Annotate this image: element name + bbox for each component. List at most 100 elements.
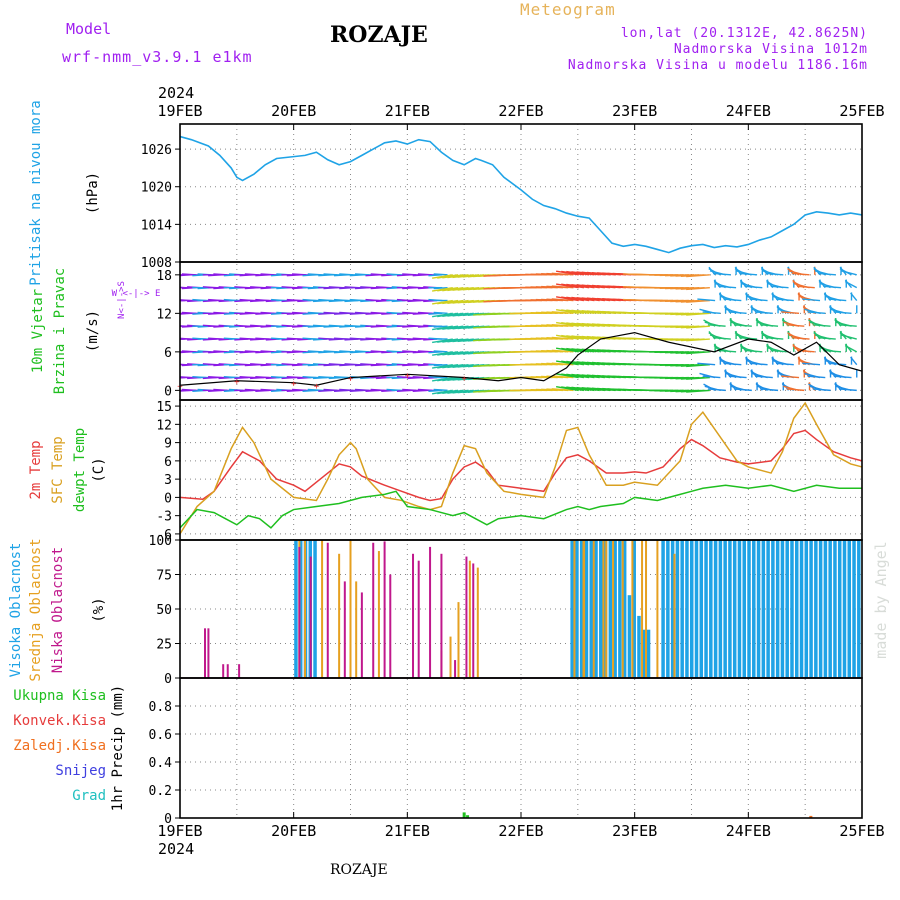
temperature-ytick-label: 9 [164,437,172,452]
wind-barb [838,324,857,327]
wind-barb [760,388,779,392]
wind-barb [702,375,721,379]
cloud-bar-low [383,541,386,678]
meteogram-label: Meteogram [520,0,616,19]
wind-barb [686,299,710,303]
cloud-bar-high [589,540,593,678]
cloud-bar-mid [321,540,324,678]
pressure-ytick-label: 1020 [141,181,172,196]
precip-legend-item: Konvek.Kisa [13,713,106,729]
wind-barb [791,336,810,340]
cloud-bar-high [584,540,589,678]
cloud-bar-high [857,540,861,678]
watermark: made by Angel [872,541,890,658]
wind-barb [713,336,731,340]
precip-bar [809,815,813,818]
wind-barb [781,311,800,315]
clouds-ytick-label: 0 [164,672,172,687]
wind-barb [180,364,181,366]
cloud-bar-high [785,540,789,678]
temp-unit: (C) [91,457,107,482]
pressure-ylabel: Pritisak na nivou mora [28,100,44,285]
cloud-bar-low [204,628,207,678]
cloud-bar-high [766,540,770,678]
wind-barb [697,298,716,302]
cloud-bar-mid [631,540,634,678]
cloud-bar-low [417,560,420,678]
cloud-bar-high [814,540,818,678]
cloud-bar-high [632,540,636,678]
wind-gust-marker: + [348,375,354,385]
cloud-bar-high [608,540,613,678]
cloud-bar-low [454,660,457,678]
cloud-bar-high [823,540,828,678]
cloud-bar-high [666,540,670,678]
cloud-bar-high [780,540,785,678]
wind-barb [686,376,710,380]
wind-barb [718,349,737,353]
wind-barb [817,336,836,340]
wind-barb [433,325,448,328]
cloud-bar-high [761,540,766,678]
cloud-bar-high [732,540,737,678]
wind-barb [744,349,763,353]
x-tick-label-bottom: 19FEB [157,822,202,840]
pressure-unit: (hPa) [85,172,101,214]
cloud-bar-high [675,540,680,678]
wind-barb [433,311,448,315]
cloud-bar-mid [573,540,576,678]
wind-barb [734,324,752,327]
cloud-bar-high [828,540,832,678]
cloud-bar-high [818,540,823,678]
wind-barb [781,375,800,379]
cloud-bar-mid [612,540,615,678]
cloud-bar-mid [355,581,358,678]
cloud-bar-high [804,540,809,678]
clouds-ytick-label: 25 [156,638,172,653]
precip-ytick-label: 0 [164,812,172,827]
wind-barb [686,274,710,278]
cloud-bar-mid [621,540,624,678]
x-tick-label-bottom: 23FEB [612,822,657,840]
wind-barb [776,362,794,366]
wind-barb [802,362,821,366]
wind-barb [791,272,810,276]
wind-ytick-label: 6 [164,346,172,361]
x-tick-label-bottom: 24FEB [726,822,771,840]
precip-legend-item: Grad [72,788,106,804]
cloud-bar-high [723,540,727,678]
precip-legend-item: Snijeg [55,763,106,779]
wind-barb [786,324,805,327]
cloud-bar-mid [377,551,380,678]
wind-barb [686,363,710,368]
wind-barb [551,375,574,379]
cloud-bar-high [599,540,603,678]
cloud-bar-high [709,540,713,678]
x-tick-label-top: 25FEB [839,102,884,120]
wind-barb [433,273,448,276]
wind-ytick-label: 12 [156,307,172,322]
wind-barb [707,324,726,327]
wind-barb [686,351,710,355]
temperature-ytick-label: -3 [156,510,172,525]
cloud-bar-high [637,615,641,678]
wind-barb [686,312,710,316]
wind-barb [686,325,710,329]
clouds-ytick-label: 75 [156,569,172,584]
temp-ylabel: 2m Temp [28,440,44,499]
wind-barb [770,285,789,289]
cloud-ylabel-high: Visoka Oblacnost [8,543,24,678]
wind-barb [697,362,716,366]
wind-barb [433,388,448,392]
wind-barb [686,389,710,393]
footer-station: ROZAJE [330,862,388,878]
wind-barb [686,338,710,342]
wind-barb [180,326,181,327]
wind-compass-ns: N<-|->S [117,281,127,319]
cloud-bar-low [372,542,375,678]
cloud-bar-high [737,540,742,678]
wind-barb [828,298,847,302]
precip-ytick-label: 0.8 [149,700,172,715]
model-elevation-label: Nadmorska Visina u modelu 1186.16m [567,58,868,73]
